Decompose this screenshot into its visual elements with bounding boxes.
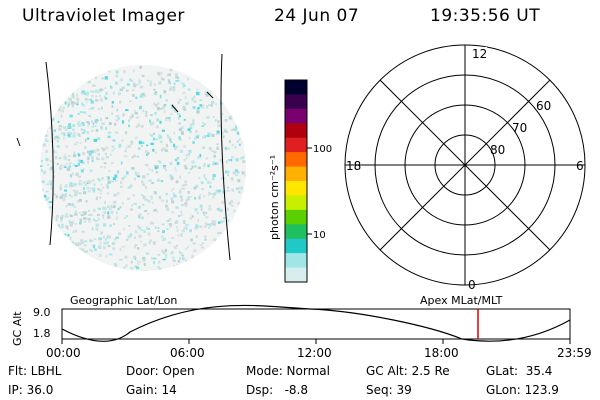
timeline-left-title: Geographic Lat/Lon	[70, 294, 177, 307]
mlt-label-dawn: 6	[576, 159, 584, 173]
colorbar-band	[285, 166, 307, 182]
status-mode: Mode: Normal	[246, 364, 330, 378]
mlt-label-midnight: 0	[468, 278, 476, 292]
earth-image-panel	[16, 53, 246, 271]
colorbar-band	[285, 108, 307, 124]
timeline-right-title: Apex MLat/MLT	[420, 294, 503, 307]
status-dsp: Dsp: -8.8	[246, 383, 309, 397]
timeline-yaxis-label: GC Alt	[11, 311, 24, 346]
colorbar-band	[285, 238, 307, 254]
boundary-line-right	[220, 53, 231, 261]
colorbar-band	[285, 137, 307, 153]
polar-diagonal	[379, 79, 551, 251]
timeline-panel: Geographic Lat/Lon Apex MLat/MLT GC Alt …	[11, 294, 592, 360]
status-gain: Gain: 14	[126, 383, 177, 397]
colorbar-band	[285, 181, 307, 196]
colorbar-tick-label: 10	[313, 230, 326, 241]
instrument-title: Ultraviolet Imager	[22, 6, 185, 26]
status-gc-alt: GC Alt: 2.5 Re	[366, 364, 450, 378]
polar-plot	[344, 44, 586, 286]
colorbar-tick-label: 100	[313, 144, 332, 155]
status-glon: GLon: 123.9	[486, 383, 559, 397]
timeline-xtick: 23:59	[557, 346, 592, 360]
date-label: 24 Jun 07	[274, 6, 360, 26]
status-ip: IP: 36.0	[8, 383, 54, 397]
mlat-label-60: 60	[536, 99, 551, 113]
mlat-label-70: 70	[512, 121, 527, 135]
colorbar-band	[285, 267, 307, 283]
timeline-ytick-top: 9.0	[33, 306, 51, 319]
polar-labels: 12 18 6 0 60 70 80	[346, 47, 584, 292]
mlat-label-80: 80	[490, 143, 505, 157]
status-seq: Seq: 39	[366, 383, 412, 397]
timeline-xtick: 18:00	[424, 346, 459, 360]
colorbar: 100 10 photon cm⁻²s⁻¹	[268, 79, 332, 283]
colorbar-band	[285, 94, 307, 110]
colorbar-band	[285, 80, 307, 95]
colorbar-band	[285, 195, 307, 211]
time-label: 19:35:56 UT	[430, 6, 541, 26]
timeline-xtick: 12:00	[297, 346, 332, 360]
timeline-xtick: 00:00	[46, 346, 81, 360]
coast-mark	[171, 104, 179, 113]
colorbar-frame	[284, 79, 308, 283]
colorbar-label: photon cm⁻²s⁻¹	[268, 155, 281, 240]
timeline-xtick: 06:00	[170, 346, 205, 360]
colorbar-band	[285, 224, 307, 240]
timeline-frame	[61, 308, 571, 340]
coast-mark	[206, 91, 214, 99]
orbit-altitude-curve	[61, 304, 571, 342]
mlt-label-noon: 12	[472, 47, 487, 61]
timeline-ytick-bottom: 1.8	[33, 327, 51, 340]
colorbar-band	[285, 209, 307, 225]
status-glat: GLat: 35.4	[486, 364, 553, 378]
image-disk	[40, 65, 246, 271]
boundary-line-left	[45, 61, 54, 246]
colorbar-band	[285, 253, 307, 269]
coast-mark	[16, 137, 21, 147]
status-door: Door: Open	[126, 364, 195, 378]
mlt-label-dusk: 18	[346, 159, 361, 173]
colorbar-band	[285, 123, 307, 139]
status-filter: Flt: LBHL	[8, 364, 62, 378]
colorbar-band	[285, 152, 307, 168]
